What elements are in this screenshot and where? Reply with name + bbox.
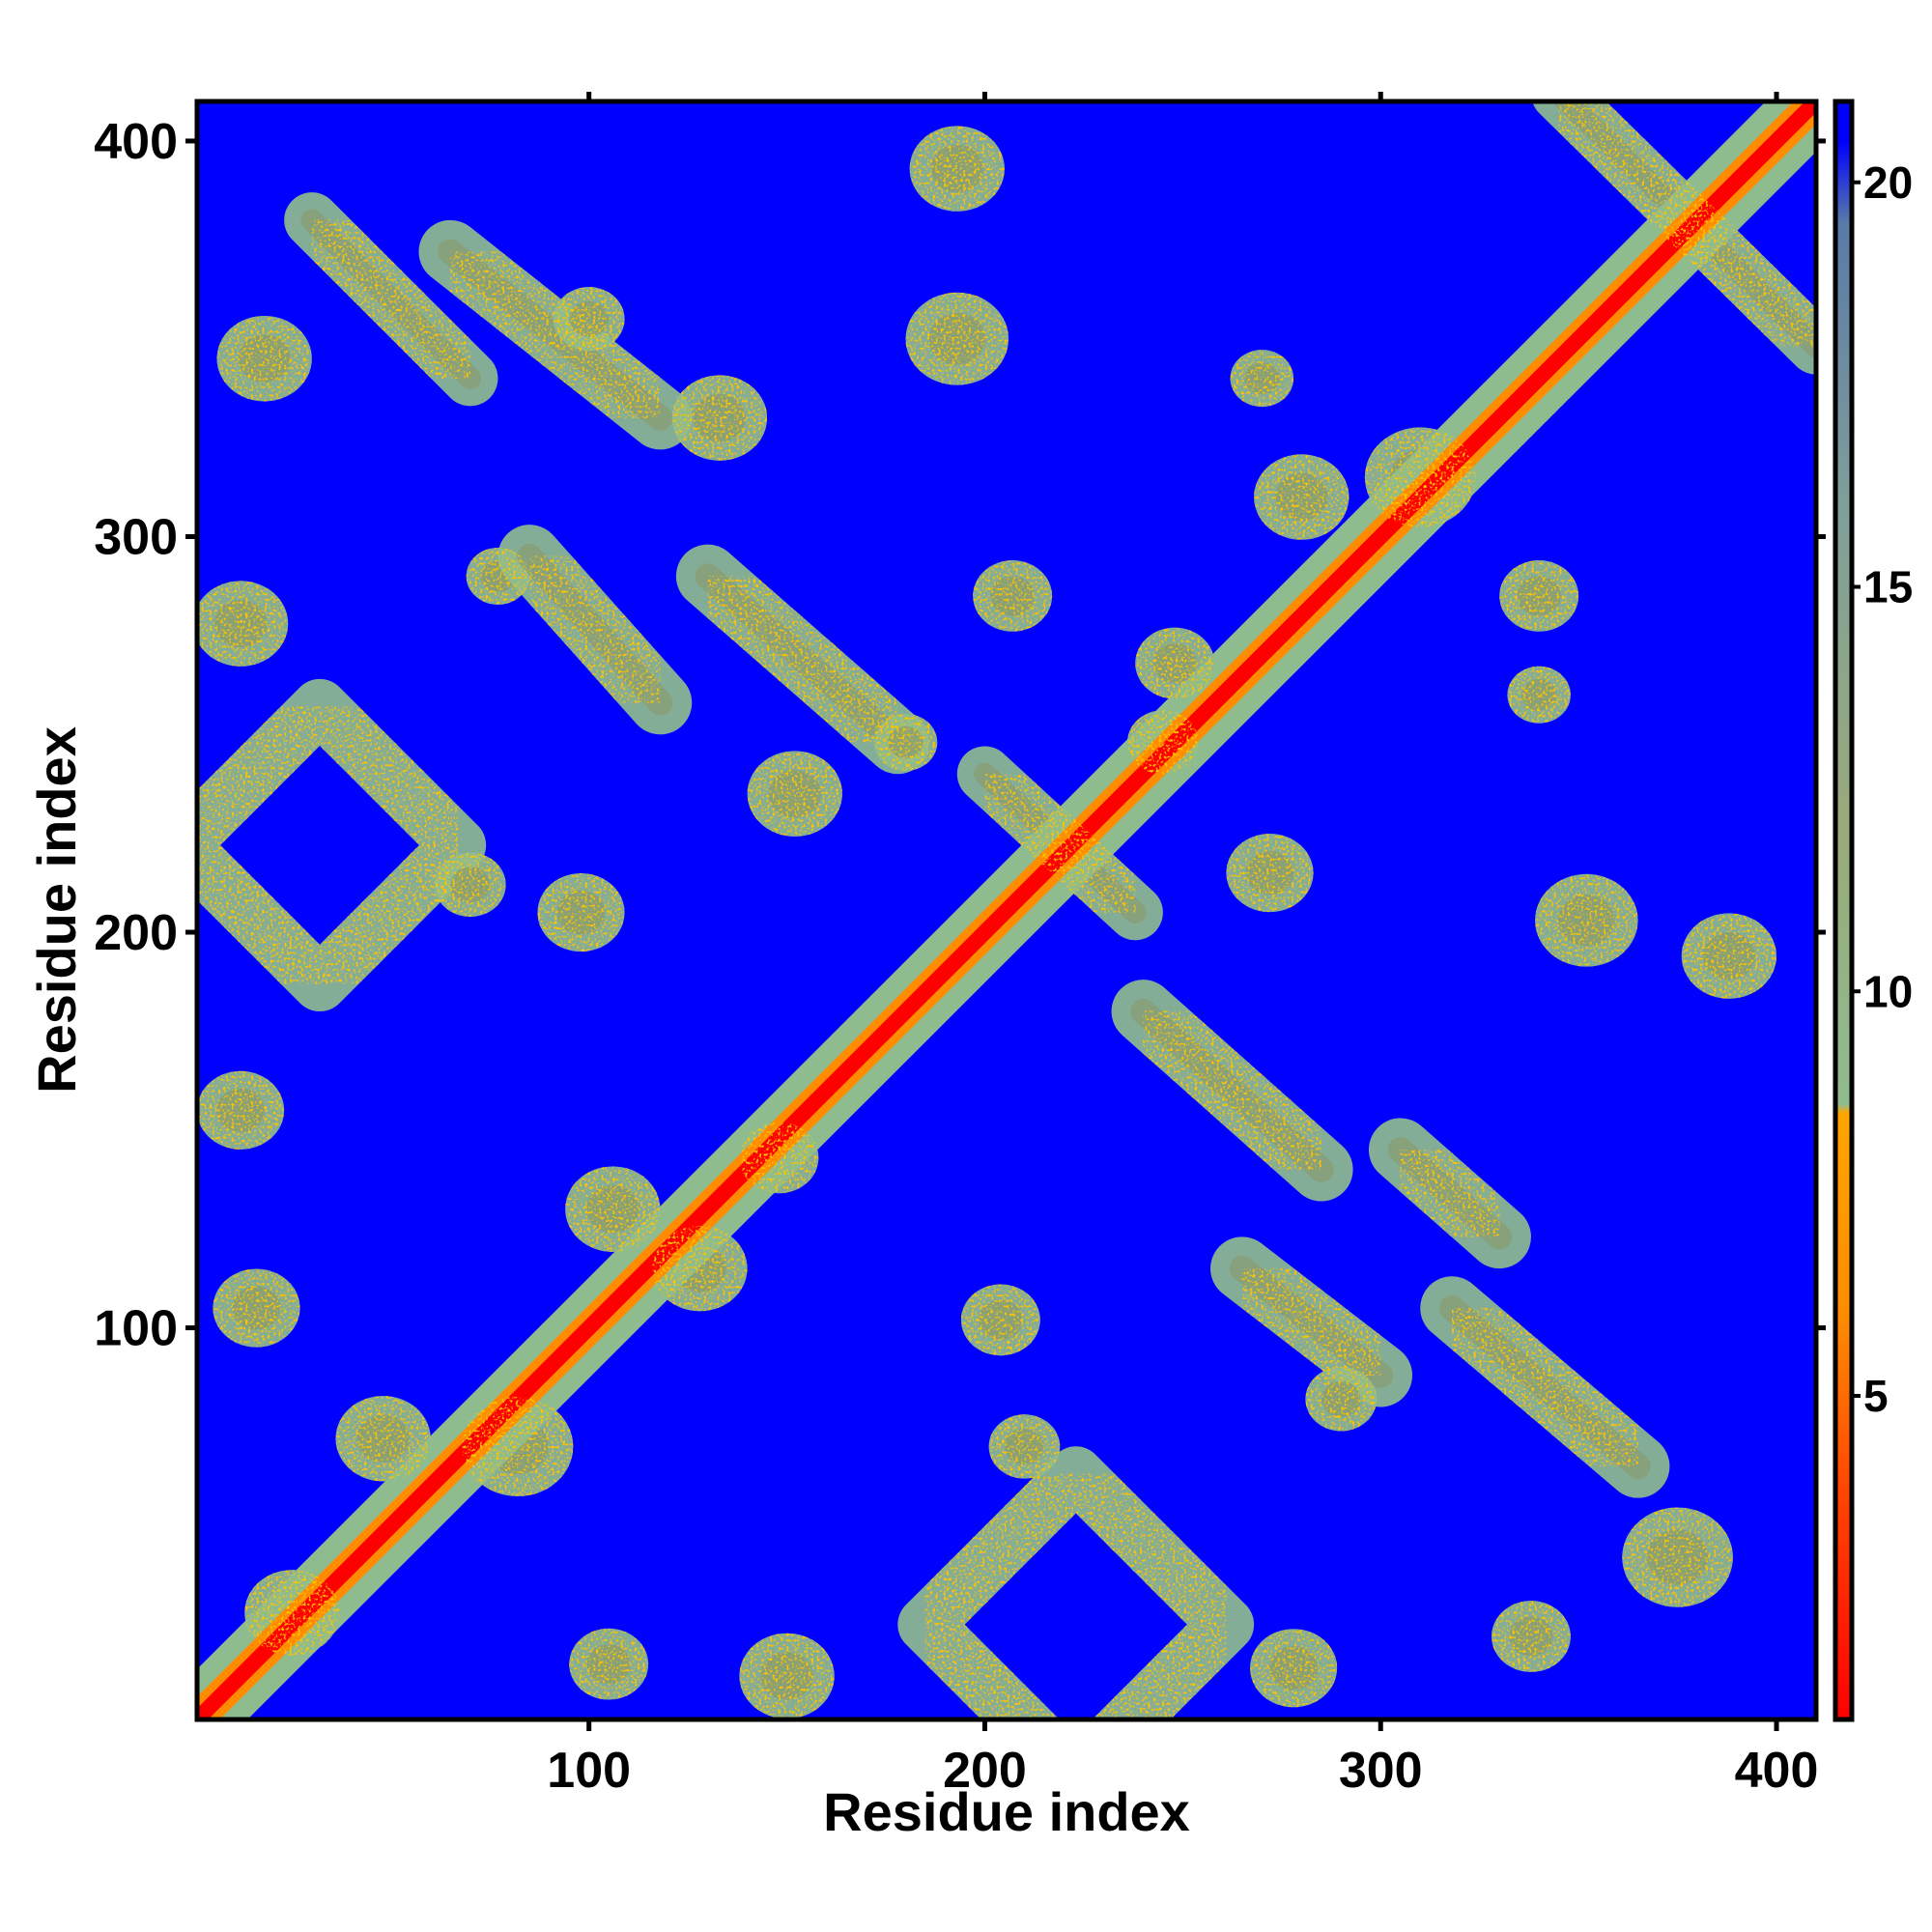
contact-speckle	[747, 751, 842, 837]
contact-speckle	[1135, 627, 1215, 699]
contact-speckle	[434, 852, 506, 918]
contact-speckle	[739, 1633, 835, 1719]
x-tick-label: 300	[1339, 1743, 1423, 1799]
x-axis-ticks: 100 200 300 400	[547, 92, 1818, 1799]
contact-speckle	[1535, 873, 1638, 967]
contact-speckle	[1622, 1507, 1733, 1607]
x-tick-label: 200	[943, 1743, 1027, 1799]
contact-speckle	[216, 315, 312, 402]
contact-speckle	[1364, 427, 1476, 527]
y-tick-label: 400	[94, 114, 178, 170]
contact-speckle	[1532, 101, 1816, 375]
contact-speckle	[897, 1446, 1255, 1719]
plot-area	[197, 101, 1816, 1719]
y-tick-label: 300	[94, 509, 178, 565]
y-axis-ticks: 100 200 300 400	[94, 114, 1826, 1357]
contact-speckle	[565, 1166, 661, 1252]
contact-speckle	[652, 1225, 748, 1312]
contact-speckle	[197, 678, 487, 1012]
contact-speckle	[1126, 710, 1199, 775]
contact-speckle	[537, 872, 625, 952]
contact-speckle	[1250, 1629, 1338, 1708]
contact-speckle	[462, 1396, 574, 1497]
contact-speckle	[1226, 834, 1314, 913]
contact-speckle	[1254, 454, 1350, 540]
colorbar-frame	[1833, 99, 1855, 1722]
contact-speckle	[244, 1570, 340, 1656]
contact-speckle	[1507, 666, 1571, 724]
contact-speckle	[335, 1395, 431, 1482]
colorbar-tick-label: 5	[1863, 1371, 1889, 1421]
x-tick-label: 400	[1735, 1743, 1819, 1799]
contact-speckle	[956, 746, 1163, 941]
contact-speckle	[1230, 350, 1294, 408]
contact-speckle	[905, 292, 1009, 385]
contact-speckle	[1681, 913, 1777, 999]
contact-speckle	[1210, 1236, 1413, 1407]
contact-speckle	[671, 375, 768, 461]
colorbar-tick-label: 15	[1863, 562, 1913, 612]
contact-speckle	[1420, 1276, 1670, 1498]
contact-speckle	[1368, 1118, 1531, 1269]
y-tick-label: 200	[94, 905, 178, 961]
contact-speckle	[873, 713, 938, 771]
speckle-overlay	[197, 101, 1816, 1719]
contact-speckle	[197, 1070, 285, 1150]
y-tick-label: 100	[94, 1301, 178, 1357]
contact-speckle	[1305, 1367, 1378, 1432]
x-tick-label: 100	[547, 1743, 631, 1799]
contact-speckle	[909, 126, 1005, 212]
contact-speckle	[739, 1122, 819, 1194]
colorbar-ticks: 5 10 15 20	[1852, 157, 1913, 1421]
contact-speckle	[960, 1284, 1040, 1356]
contact-speckle	[553, 287, 625, 352]
contact-speckle	[675, 544, 930, 775]
contact-speckle	[1499, 560, 1579, 632]
y-axis-label: Residue index	[26, 726, 87, 1094]
contact-speckle	[973, 560, 1053, 632]
contact-speckle	[988, 1414, 1061, 1479]
colorbar-tick-label: 20	[1863, 157, 1913, 208]
plot-frame	[194, 99, 1819, 1722]
contact-speckle	[569, 1628, 649, 1700]
contact-speckle	[497, 525, 693, 735]
contact-speckle	[284, 192, 498, 407]
contact-speckle	[418, 219, 693, 450]
contact-speckle	[213, 1268, 300, 1348]
colorbar	[1835, 101, 1852, 1719]
contact-speckle	[1491, 1601, 1571, 1672]
contact-speckle	[1111, 980, 1353, 1202]
x-axis-label: Residue index	[823, 1781, 1190, 1842]
contact-speckle	[197, 581, 289, 667]
colorbar-tick-label: 10	[1863, 966, 1913, 1016]
